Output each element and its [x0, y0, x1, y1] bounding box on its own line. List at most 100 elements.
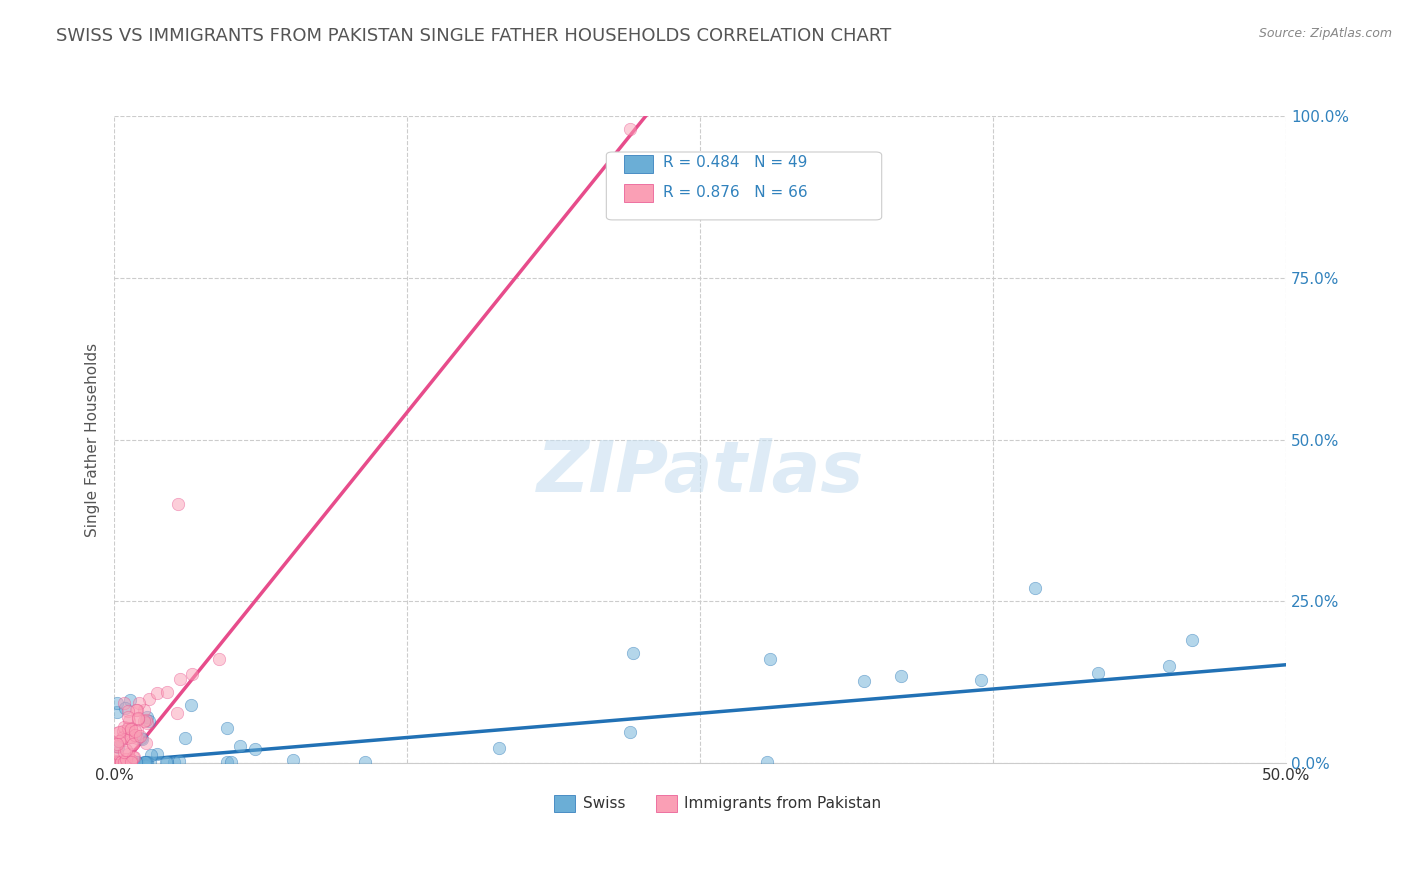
Point [107, 740, 129, 755]
Point [108, 734, 131, 748]
Point [756, 756, 779, 770]
Point [112, 723, 135, 738]
Point [114, 696, 136, 710]
Point [105, 756, 128, 770]
Point [125, 723, 148, 738]
Point [132, 703, 155, 717]
Point [110, 732, 132, 747]
Bar [624, 185, 654, 202]
Text: Immigrants from Pakistan: Immigrants from Pakistan [683, 796, 880, 811]
Point [107, 750, 129, 764]
Point [105, 746, 128, 760]
Bar [554, 796, 575, 812]
Point [134, 755, 156, 769]
Point [120, 753, 142, 767]
Point [120, 753, 142, 767]
Point [105, 696, 128, 710]
FancyBboxPatch shape [606, 152, 882, 220]
Point [112, 756, 135, 770]
Point [139, 756, 162, 770]
Point [120, 693, 142, 707]
Text: Swiss: Swiss [583, 796, 626, 811]
Point [105, 726, 128, 740]
Point [208, 651, 231, 665]
Point [166, 706, 188, 720]
Point [108, 725, 131, 739]
Point [141, 748, 163, 763]
Point [135, 756, 157, 770]
Point [228, 739, 250, 753]
Point [125, 756, 148, 770]
Point [120, 730, 142, 744]
Point [117, 710, 139, 724]
Point [115, 743, 138, 757]
Point [156, 756, 179, 770]
Point [1181, 633, 1204, 648]
Point [112, 745, 135, 759]
Point [115, 752, 138, 766]
Point [111, 730, 134, 744]
Text: ZIPatlas: ZIPatlas [536, 438, 863, 507]
Point [156, 685, 179, 699]
Point [354, 756, 377, 770]
Point [1024, 582, 1046, 596]
Point [105, 737, 128, 751]
Point [128, 696, 150, 710]
Point [155, 756, 177, 770]
Point [112, 756, 135, 770]
Point [135, 710, 157, 724]
Point [120, 721, 142, 735]
Point [127, 703, 149, 717]
Point [127, 712, 149, 726]
Point [179, 698, 201, 712]
Point [118, 723, 141, 737]
Point [138, 714, 160, 728]
Point [124, 756, 146, 770]
Point [488, 740, 510, 755]
Point [114, 756, 136, 770]
Point [111, 756, 134, 770]
Point [221, 756, 243, 770]
Point [215, 756, 238, 770]
Point [122, 737, 145, 751]
Point [112, 755, 135, 769]
Point [132, 714, 155, 728]
Point [125, 756, 148, 770]
Point [890, 669, 912, 683]
Point [117, 722, 139, 736]
Bar [655, 796, 676, 812]
Y-axis label: Single Father Households: Single Father Households [86, 343, 100, 537]
Point [107, 756, 129, 770]
Point [127, 711, 149, 725]
Point [120, 722, 142, 736]
Point [124, 724, 146, 739]
Point [146, 686, 169, 700]
Point [118, 756, 141, 770]
Point [105, 754, 128, 768]
Point [180, 667, 202, 681]
Point [970, 673, 993, 687]
Point [163, 756, 186, 770]
Point [132, 756, 155, 770]
Point [136, 716, 159, 731]
Point [117, 747, 139, 762]
Point [1087, 666, 1109, 681]
Point [146, 747, 169, 761]
Point [135, 736, 157, 750]
Point [167, 497, 190, 511]
Point [105, 739, 128, 754]
Point [110, 756, 132, 770]
Point [108, 756, 131, 770]
Bar [624, 154, 654, 173]
Point [281, 753, 304, 767]
Point [135, 713, 157, 727]
Point [120, 756, 142, 770]
Point [121, 735, 143, 749]
Point [124, 749, 146, 764]
Point [118, 714, 141, 728]
Point [174, 731, 197, 745]
Text: R = 0.484   N = 49: R = 0.484 N = 49 [662, 155, 807, 170]
Point [125, 703, 148, 717]
Point [115, 756, 138, 770]
Point [619, 725, 641, 739]
